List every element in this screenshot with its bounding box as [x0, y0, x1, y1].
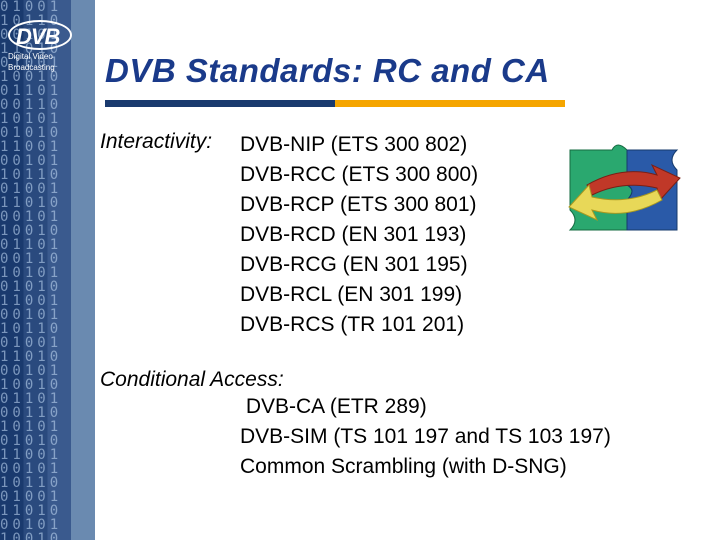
- dvb-logo: DVB Digital Video Broadcasting: [8, 20, 78, 72]
- binary-digits: 01001 10110 00101 11010 01001 10010 0110…: [0, 0, 95, 540]
- list-item: Common Scrambling (with D-SNG): [240, 452, 700, 482]
- interactivity-items: DVB-NIP (ETS 300 802) DVB-RCC (ETS 300 8…: [240, 130, 478, 340]
- list-item: DVB-RCS (TR 101 201): [240, 310, 478, 340]
- logo-text: DVB: [16, 24, 59, 50]
- logo-subtitle-1: Digital Video: [8, 52, 78, 61]
- accent-seg-blue: [105, 100, 335, 107]
- page-title: DVB Standards: RC and CA: [105, 52, 550, 90]
- logo-ellipse: DVB: [8, 20, 72, 50]
- list-item: DVB-RCD (EN 301 193): [240, 220, 478, 250]
- list-item: DVB-NIP (ETS 300 802): [240, 130, 478, 160]
- accent-bar: [105, 100, 565, 107]
- list-item: DVB-RCG (EN 301 195): [240, 250, 478, 280]
- interactivity-label: Interactivity:: [100, 130, 240, 154]
- binary-sidebar: 01001 10110 00101 11010 01001 10010 0110…: [0, 0, 95, 540]
- logo-subtitle-2: Broadcasting: [8, 63, 78, 72]
- list-item: DVB-SIM (TS 101 197 and TS 103 197): [240, 422, 700, 452]
- conditional-access-items: DVB-CA (ETR 289) DVB-SIM (TS 101 197 and…: [240, 392, 700, 482]
- conditional-access-section: Conditional Access: DVB-CA (ETR 289) DVB…: [100, 368, 700, 482]
- content-area: Interactivity: DVB-NIP (ETS 300 802) DVB…: [100, 130, 700, 510]
- conditional-access-label: Conditional Access:: [100, 368, 700, 392]
- list-item: DVB-RCP (ETS 300 801): [240, 190, 478, 220]
- interactivity-section: Interactivity: DVB-NIP (ETS 300 802) DVB…: [100, 130, 700, 340]
- accent-seg-orange: [335, 100, 565, 107]
- list-item: DVB-RCC (ETS 300 800): [240, 160, 478, 190]
- list-item: DVB-RCL (EN 301 199): [240, 280, 478, 310]
- list-item: DVB-CA (ETR 289): [240, 392, 700, 422]
